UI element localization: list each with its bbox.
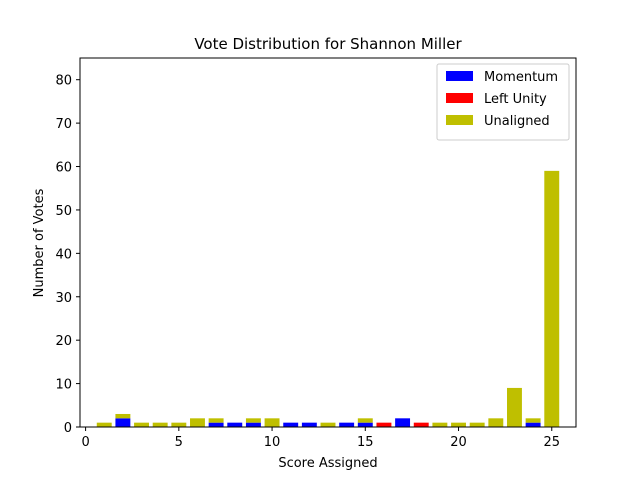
x-axis-label: Score Assigned xyxy=(278,456,377,471)
bar-unaligned-x15 xyxy=(357,418,373,423)
bar-unaligned-x24 xyxy=(525,418,541,423)
y-axis-label: Number of Votes xyxy=(32,188,47,297)
legend-label-left-unity: Left Unity xyxy=(484,92,547,107)
bar-unaligned-x25 xyxy=(544,170,560,427)
x-tick-label-10: 10 xyxy=(264,435,281,450)
bar-unaligned-x20 xyxy=(451,422,466,427)
y-tick-label-70: 70 xyxy=(55,117,72,132)
bar-unaligned-x19 xyxy=(432,422,448,427)
x-tick-label-20: 20 xyxy=(450,435,467,450)
bar-momentum-x9 xyxy=(245,422,261,427)
bar-unaligned-x7 xyxy=(208,418,224,423)
bar-momentum-x8 xyxy=(227,422,243,427)
bar-left-unity-x16 xyxy=(376,422,392,427)
legend-swatch-left-unity xyxy=(446,93,473,103)
y-tick-label-50: 50 xyxy=(55,204,72,219)
legend-label-momentum: Momentum xyxy=(484,70,558,85)
x-tick-label-5: 5 xyxy=(175,435,183,450)
bar-momentum-x15 xyxy=(357,422,373,427)
bar-unaligned-x23 xyxy=(507,387,522,427)
y-tick-label-60: 60 xyxy=(55,161,72,176)
bar-momentum-x11 xyxy=(283,422,299,427)
bar-momentum-x2 xyxy=(115,418,131,427)
y-tick-label-0: 0 xyxy=(64,421,72,436)
x-tick-label-0: 0 xyxy=(81,435,89,450)
bar-momentum-x14 xyxy=(339,422,355,427)
legend-swatch-momentum xyxy=(446,71,473,81)
bar-unaligned-x2 xyxy=(115,413,131,419)
bar-momentum-x7 xyxy=(208,422,224,427)
plot-frame xyxy=(79,57,577,428)
bars-group xyxy=(96,170,560,427)
y-tick-label-10: 10 xyxy=(55,378,72,393)
x-tick-label-15: 15 xyxy=(357,435,374,450)
chart-title: Vote Distribution for Shannon Miller xyxy=(194,35,462,53)
bar-unaligned-x3 xyxy=(134,422,149,427)
bar-unaligned-x9 xyxy=(245,418,261,423)
y-tick-label-40: 40 xyxy=(55,247,72,262)
x-tick-label-25: 25 xyxy=(543,435,560,450)
bar-left-unity-x18 xyxy=(413,422,429,427)
bar-unaligned-x22 xyxy=(488,418,504,427)
bar-unaligned-x6 xyxy=(190,418,205,427)
bar-momentum-x24 xyxy=(525,422,541,427)
bar-momentum-x17 xyxy=(395,418,411,427)
bar-unaligned-x1 xyxy=(96,422,112,427)
bar-unaligned-x4 xyxy=(152,422,168,427)
bar-unaligned-x21 xyxy=(469,422,485,427)
bar-unaligned-x5 xyxy=(171,422,187,427)
legend-swatch-unaligned xyxy=(446,115,473,125)
y-tick-label-30: 30 xyxy=(55,291,72,306)
legend-label-unaligned: Unaligned xyxy=(484,114,550,129)
y-tick-label-80: 80 xyxy=(55,74,72,89)
y-tick-label-20: 20 xyxy=(55,334,72,349)
bar-momentum-x12 xyxy=(301,422,317,427)
bar-unaligned-x13 xyxy=(320,422,336,427)
bar-unaligned-x10 xyxy=(264,418,280,427)
axes-group: 0 5 10 15 20 25 0 10 20 30 40 50 60 70 80 xyxy=(55,57,577,450)
legend: Momentum Left Unity Unaligned xyxy=(436,63,570,141)
